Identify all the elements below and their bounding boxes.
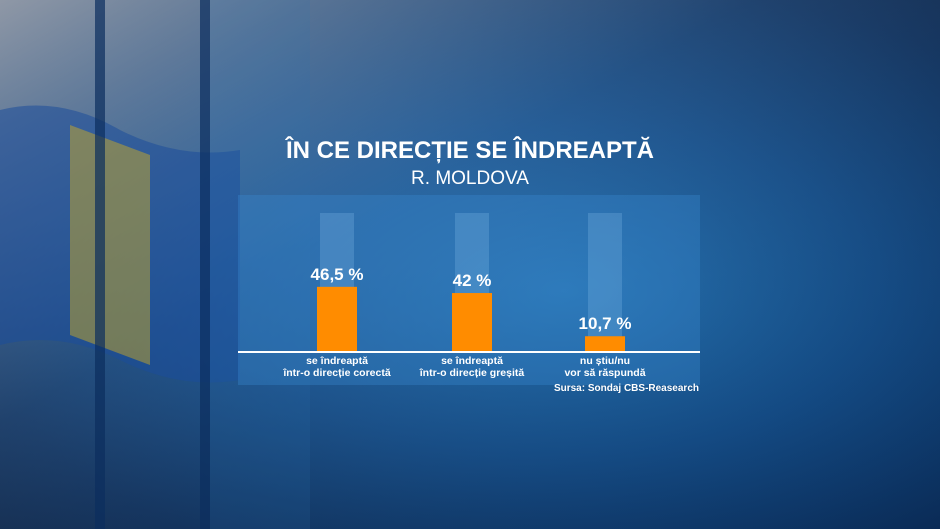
category-label: se îndreaptă într-o direcție greșită: [419, 355, 525, 379]
chart-panel: [238, 195, 700, 385]
bar: [585, 336, 625, 351]
bar: [452, 293, 492, 351]
flag-decoration: [0, 105, 240, 383]
category-label: se îndreaptă într-o direcție corectă: [283, 355, 391, 379]
chart-title: ÎN CE DIRECȚIE SE ÎNDREAPTĂ: [285, 136, 654, 164]
stripe: [210, 0, 310, 529]
source: Sursa: Sondaj CBS-Reasearch: [554, 383, 699, 394]
stripe: [200, 0, 210, 529]
bar-track: [588, 213, 622, 351]
value-label: 42 %: [453, 271, 492, 290]
bar: [317, 286, 357, 351]
value-label: 10,7 %: [579, 314, 632, 333]
flag-decoration: [70, 125, 150, 365]
chart-subtitle: R. MOLDOVA: [411, 168, 529, 189]
value-label: 46,5 %: [311, 265, 364, 284]
category-label: nu știu/nu vor să răspundă: [564, 355, 646, 379]
stripe: [95, 0, 105, 529]
